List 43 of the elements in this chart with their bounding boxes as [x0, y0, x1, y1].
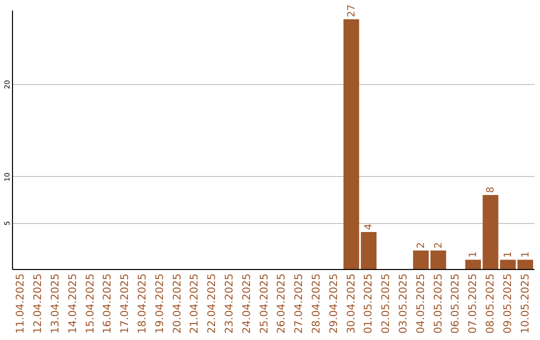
data-label: 2	[433, 242, 444, 248]
x-tick-label: 08.05.2025	[484, 274, 496, 334]
bar	[430, 250, 446, 269]
bar	[517, 260, 534, 269]
x-tick-label: 30.04.2025	[345, 274, 358, 334]
x-tick-label: 21.04.2025	[188, 274, 201, 334]
x-tick-label: 12.04.2025	[32, 274, 44, 334]
x-tick-label: 23.04.2025	[224, 274, 236, 334]
x-tick-label: 05.05.2025	[432, 274, 444, 334]
x-tick-label: 28.04.2025	[310, 274, 322, 334]
x-tick-label: 11.04.2025	[14, 274, 27, 334]
x-tick-label: 03.05.2025	[398, 274, 410, 334]
x-tick-label: 29.04.2025	[328, 274, 340, 334]
data-label: 1	[468, 251, 480, 258]
x-tick-label: 22.04.2025	[206, 274, 218, 334]
x-tick-label: 27.04.2025	[293, 274, 306, 334]
x-tick-label: 17.04.2025	[119, 274, 132, 334]
x-tick-label: 20.04.2025	[171, 274, 184, 334]
x-tick-label: 02.05.2025	[380, 274, 392, 334]
x-tick-label: 04.05.2025	[414, 274, 427, 334]
data-label: 8	[486, 186, 496, 193]
x-tick-label: 09.05.2025	[502, 274, 514, 334]
x-tick-label: 26.04.2025	[276, 274, 288, 334]
x-tick-label: 15.04.2025	[84, 274, 96, 334]
bar	[413, 250, 429, 269]
x-tick-label: 19.04.2025	[154, 274, 166, 334]
x-tick-label: 13.04.2025	[50, 274, 62, 334]
x-tick-label: 01.05.2025	[362, 274, 375, 334]
x-tick-label: 24.04.2025	[240, 274, 253, 334]
x-tick-label: 06.05.2025	[450, 274, 462, 334]
data-label: 1	[502, 251, 514, 258]
data-label: 2	[416, 242, 427, 248]
bar	[360, 232, 377, 269]
x-tick-label: 18.04.2025	[136, 274, 148, 334]
x-tick-label: 14.04.2025	[66, 274, 79, 334]
x-tick-label: 07.05.2025	[467, 274, 480, 334]
bar	[343, 19, 360, 269]
data-label: 4	[364, 224, 375, 230]
data-label: 27	[346, 4, 358, 18]
data-label: 1	[520, 251, 532, 258]
x-tick-label: 25.04.2025	[258, 274, 270, 334]
x-tick-label: 10.05.2025	[519, 274, 532, 334]
x-tick-label: 16.04.2025	[102, 274, 114, 334]
